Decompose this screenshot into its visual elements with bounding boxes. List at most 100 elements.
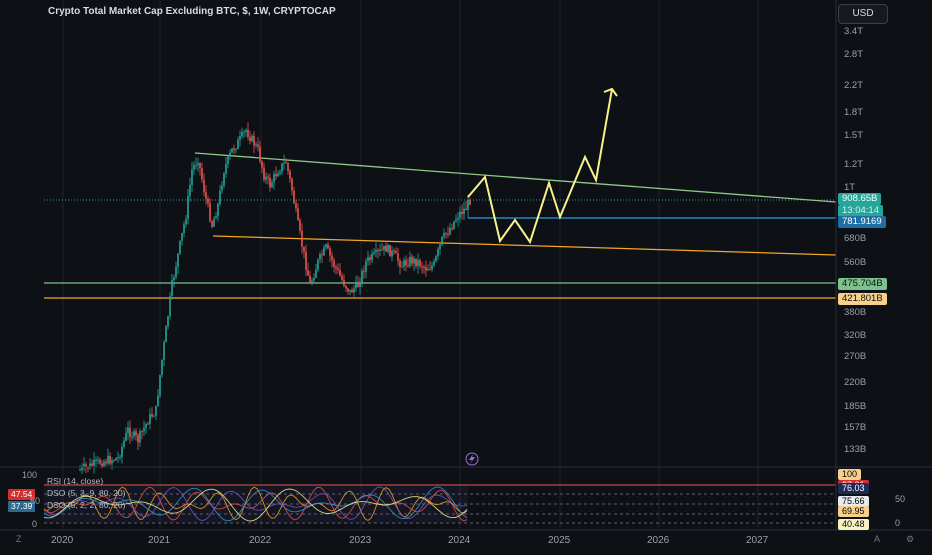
candle-body [369, 257, 371, 261]
candle-body [127, 427, 129, 433]
candle-body [89, 463, 91, 469]
candle-body [445, 232, 447, 235]
orange-level-tag: 421.801B [838, 293, 887, 305]
candle-body [255, 144, 257, 146]
candle-body [463, 208, 465, 215]
candle-body [427, 269, 429, 271]
candle-body [335, 266, 337, 269]
candle-body [373, 252, 375, 254]
candle-body [123, 440, 125, 447]
candle-body [339, 270, 341, 276]
candle-body [417, 260, 419, 266]
candle-body [431, 265, 433, 270]
candle-body [201, 167, 203, 180]
oscillator-lines [43, 486, 468, 522]
candle-body [275, 173, 277, 177]
candle-body [371, 253, 373, 261]
candle-body [401, 266, 403, 268]
candle-body [377, 250, 379, 252]
candle-body [385, 245, 387, 252]
y-axis-label: 1.2T [844, 159, 864, 170]
zoom-icon[interactable]: Z [16, 534, 22, 544]
dso1-legend[interactable]: DSO (5, 3, 9, 80, 20) [47, 488, 126, 498]
x-axis-label: 2020 [51, 535, 74, 546]
candle-body [267, 176, 269, 178]
candle-body [85, 464, 87, 467]
candle-body [363, 270, 365, 272]
candle-body [233, 148, 235, 150]
currency-button[interactable]: USD [838, 4, 888, 24]
candle-body [191, 169, 193, 185]
candle-body [219, 190, 221, 204]
y-axis-label: 680B [844, 233, 867, 244]
candle-body [295, 203, 297, 209]
candle-body [421, 266, 423, 268]
candle-body [457, 217, 459, 220]
candle-body [337, 268, 339, 271]
y-axis-label: 2.8T [844, 49, 864, 60]
orange-trend-line [212, 235, 837, 256]
candle-body [277, 173, 279, 177]
candle-body [119, 456, 121, 458]
osc-tag: 75.66 [838, 496, 869, 507]
chart-title: Crypto Total Market Cap Excluding BTC, $… [48, 6, 336, 17]
candle-body [283, 162, 285, 164]
osc-scale-50: 50 [30, 496, 41, 506]
candle-body [447, 234, 449, 236]
y-axis-label: 3.4T [844, 26, 864, 37]
candle-body [161, 359, 163, 375]
candle-body [405, 260, 407, 266]
candle-body [333, 260, 335, 267]
candle-body [325, 244, 327, 248]
candle-body [273, 173, 275, 183]
candle-body [349, 289, 351, 292]
countdown-tag: 13:04:14 [838, 205, 883, 217]
candle-body [91, 463, 93, 466]
candle-body [145, 423, 147, 428]
candle-body [235, 149, 237, 151]
x-axis-label: 2027 [746, 535, 769, 546]
candle-body [379, 249, 381, 252]
settings-icon[interactable]: ⚙ [906, 534, 915, 544]
candle-body [221, 185, 223, 191]
candle-body [205, 192, 207, 199]
candle-body [83, 464, 85, 467]
candle-body [143, 427, 145, 432]
dso2-legend[interactable]: DSO (5, 2, 2, 80, 20) [47, 500, 126, 510]
candle-body [397, 253, 399, 261]
candle-body [227, 155, 229, 165]
x-axis-label: 2023 [349, 535, 372, 546]
candle-body [115, 457, 117, 461]
candle-body [111, 460, 113, 464]
x-axis-label: 2026 [647, 535, 670, 546]
candle-body [249, 137, 251, 142]
candle-body [347, 288, 349, 292]
rsi-legend[interactable]: RSI (14, close) [47, 476, 104, 486]
candle-body [461, 211, 463, 215]
oscillator-line [43, 486, 468, 521]
candle-body [79, 469, 81, 471]
candle-body [169, 296, 171, 317]
candle-body [223, 173, 225, 186]
y-axis-label: 1T [844, 182, 856, 193]
candle-body [109, 456, 111, 464]
candle-body [209, 203, 211, 222]
candle-body [165, 326, 167, 343]
candle-body [203, 179, 205, 193]
candle-body [247, 129, 249, 138]
candle-body [237, 139, 239, 150]
y-axis-label: 2.2T [844, 80, 864, 91]
auto-scale-icon[interactable]: A [874, 534, 881, 544]
y-axis-label: 380B [844, 307, 867, 318]
current-price-tag: 908.65B [838, 193, 882, 205]
candle-body [375, 250, 377, 253]
candle-body [181, 233, 183, 241]
candle-body [329, 248, 331, 256]
y-axis-label: 220B [844, 377, 867, 388]
candle-body [359, 283, 361, 288]
candle-body [413, 258, 415, 264]
candle-body [355, 281, 357, 289]
candle-body [103, 461, 105, 467]
